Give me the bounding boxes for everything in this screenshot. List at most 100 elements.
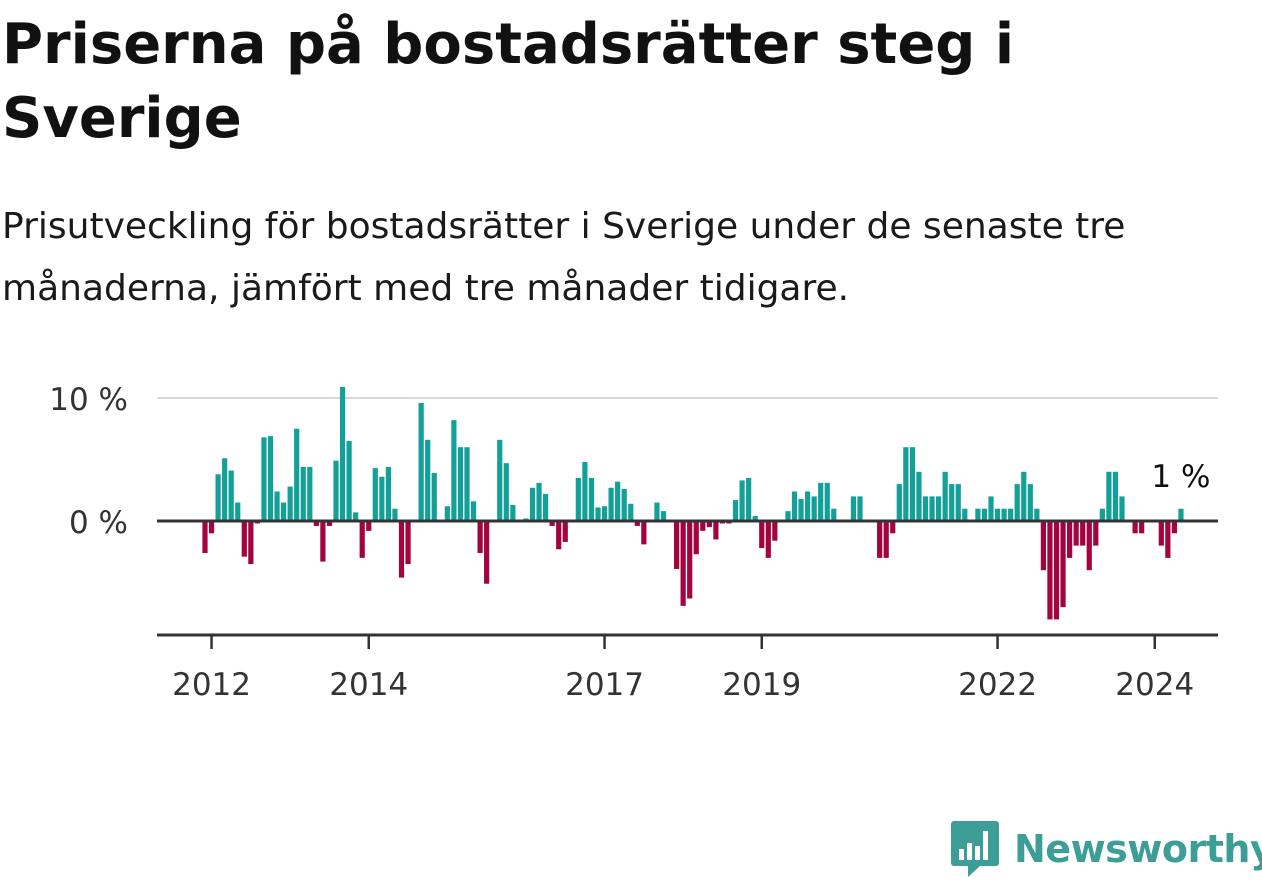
- bar: [962, 508, 968, 521]
- bar: [1171, 521, 1177, 534]
- bar: [484, 521, 490, 584]
- bar: [1001, 508, 1007, 521]
- chart-subtitle: Prisutveckling för bostadsrätter i Sveri…: [2, 206, 1126, 309]
- bar: [470, 501, 477, 521]
- bar: [274, 491, 280, 521]
- bar-chart: 0 % 10 % 2012 2014 2017 2019 2022 2024 1 %: [49, 382, 1218, 703]
- bar: [556, 521, 562, 550]
- bar: [1158, 521, 1164, 546]
- bar: [634, 521, 640, 526]
- brand-name: Newsworthy: [1014, 827, 1262, 871]
- bar: [503, 463, 509, 521]
- bar: [1053, 521, 1060, 620]
- label-layer: 0 % 10 % 2012 2014 2017 2019 2022 2024 1 %: [49, 382, 1210, 703]
- bar: [608, 487, 614, 521]
- bar: [333, 460, 339, 521]
- bar: [955, 484, 961, 521]
- bar: [385, 466, 391, 521]
- bar: [654, 502, 660, 521]
- bar: [261, 437, 267, 521]
- bar: [1093, 521, 1099, 546]
- bar: [392, 508, 398, 521]
- bar: [922, 496, 929, 521]
- bar: [536, 482, 542, 521]
- bar: [621, 489, 627, 521]
- bar: [326, 521, 333, 526]
- bar: [660, 511, 667, 521]
- bar: [975, 508, 981, 521]
- bar: [1014, 484, 1020, 521]
- bar: [1099, 508, 1105, 521]
- newsworthy-logo: Newsworthy: [950, 818, 1262, 880]
- x-tick-label: 2019: [722, 667, 801, 703]
- bar: [477, 521, 483, 553]
- bar: [628, 503, 634, 521]
- bar: [732, 500, 739, 521]
- bar: [772, 521, 778, 541]
- bar: [1086, 521, 1092, 571]
- bar: [294, 428, 300, 521]
- bar: [202, 521, 208, 553]
- bar: [785, 511, 791, 521]
- bar: [700, 521, 706, 531]
- x-tick-label: 2014: [329, 667, 408, 703]
- bar: [313, 521, 319, 526]
- bar: [287, 486, 293, 521]
- y-tick-label: 0 %: [69, 505, 128, 541]
- x-tick-label: 2017: [565, 667, 644, 703]
- bar: [1008, 508, 1014, 521]
- bar: [228, 470, 234, 521]
- bar: [549, 521, 555, 526]
- bar: [988, 496, 994, 521]
- bar: [497, 439, 503, 521]
- bar: [1021, 471, 1027, 521]
- bar: [588, 477, 595, 521]
- y-tick-label: 10 %: [49, 382, 128, 418]
- bar: [431, 473, 437, 521]
- bar: [405, 521, 411, 565]
- bar: [1080, 521, 1086, 546]
- bar: [746, 477, 752, 521]
- bar: [1040, 521, 1046, 571]
- bar: [798, 498, 804, 521]
- bar: [890, 521, 896, 534]
- bar: [339, 386, 346, 521]
- bar: [307, 466, 313, 521]
- chart-title: Priserna på bostadsrätter steg i Sverige: [2, 12, 1015, 151]
- bar: [916, 471, 922, 521]
- bar: [359, 521, 365, 558]
- bar: [353, 512, 359, 521]
- bar: [208, 521, 215, 534]
- bar: [1047, 521, 1053, 620]
- bar: [235, 502, 241, 521]
- bar: [903, 447, 909, 521]
- bar: [1034, 508, 1040, 521]
- bar: [1073, 521, 1079, 546]
- bar: [857, 496, 863, 521]
- bar: [379, 476, 385, 521]
- bar: [765, 521, 771, 558]
- bar: [929, 496, 935, 521]
- bar: [575, 477, 581, 521]
- bar: [949, 484, 955, 521]
- bar: [805, 491, 811, 521]
- last-value-label: 1 %: [1151, 459, 1210, 495]
- bar: [320, 521, 326, 562]
- bar: [215, 474, 221, 521]
- bar: [1132, 521, 1138, 534]
- bar: [222, 458, 228, 521]
- bar: [759, 521, 765, 549]
- bar: [752, 516, 758, 521]
- bar: [877, 521, 883, 558]
- bars-layer: [202, 386, 1184, 620]
- bar: [883, 521, 889, 558]
- bar: [824, 482, 830, 521]
- bar: [1106, 471, 1112, 521]
- bar: [529, 487, 536, 521]
- bar: [444, 506, 450, 521]
- x-tick-label: 2012: [172, 667, 251, 703]
- x-tick-label: 2022: [958, 667, 1037, 703]
- bar: [693, 521, 699, 555]
- bar: [457, 447, 464, 521]
- bar: [1119, 496, 1125, 521]
